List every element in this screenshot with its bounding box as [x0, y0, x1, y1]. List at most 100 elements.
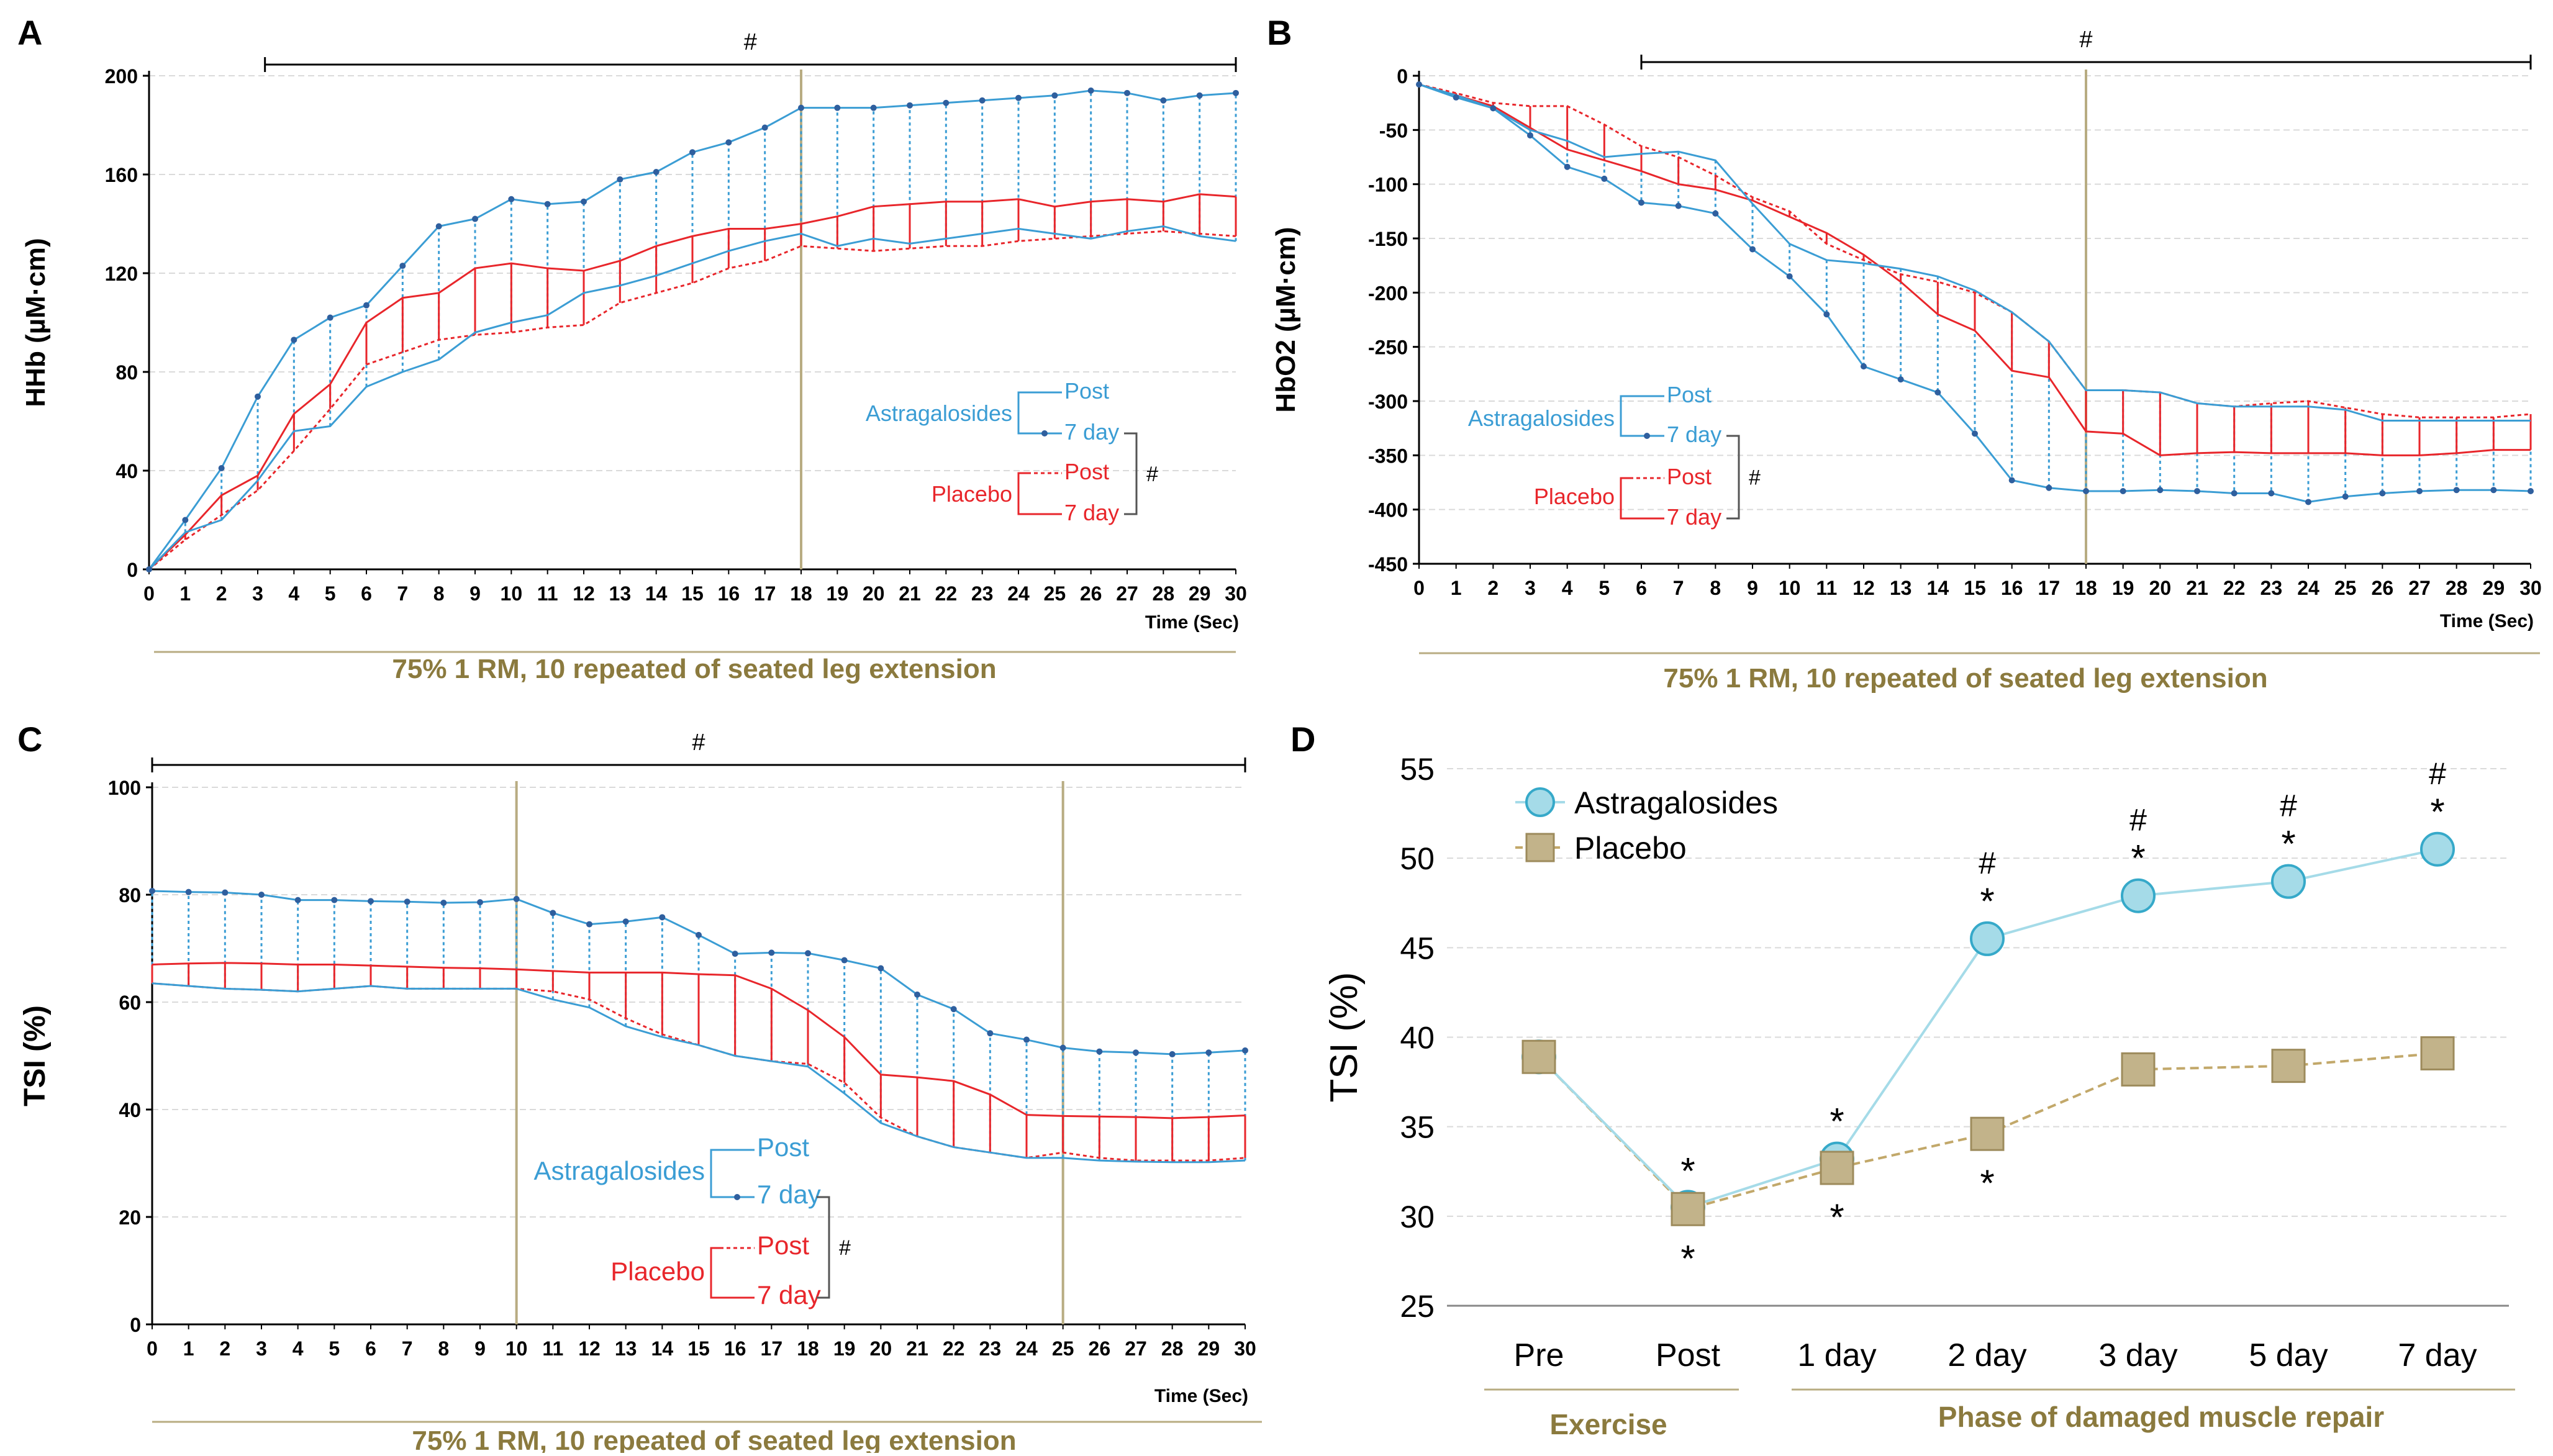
series-placebo-7day — [1418, 83, 2531, 456]
legend-astra-7day-label: 7 day — [1667, 422, 1721, 447]
legend-comparison-hash: # — [1749, 466, 1761, 490]
y-tick-label: 45 — [1400, 931, 1435, 965]
legend-placebo-post-label: Post — [1667, 464, 1712, 489]
astra-7day-point — [2490, 487, 2497, 494]
x-tick-label: 30 — [1225, 582, 1247, 605]
x-tick-label: 16 — [2001, 577, 2023, 599]
legend-astra-post-label: Post — [757, 1133, 809, 1162]
astra-7day-point — [877, 965, 884, 972]
y-tick-label: 0 — [130, 1314, 141, 1336]
x-tick-label: 9 — [474, 1337, 486, 1360]
x-tick-label: 21 — [2186, 577, 2208, 599]
x-tick-label: 2 — [219, 1337, 230, 1360]
chart-panel-d: 25 30 35 40 45 50 55 TSI (%) Pre Post 1 day 2 day 3 … — [1323, 752, 2515, 1440]
astra-7day-point — [1205, 1049, 1212, 1056]
y-tick-label: 100 — [108, 777, 141, 799]
x-tick-label: 20 — [2149, 577, 2172, 599]
x-tick-label: 6 — [361, 582, 372, 605]
series-placebo-post — [1418, 83, 2531, 418]
astra-7day-point — [1023, 1036, 1030, 1043]
astra-7day-point — [834, 104, 841, 111]
y-tick-label: 30 — [1400, 1200, 1435, 1234]
x-category-label: 3 day — [2098, 1337, 2177, 1373]
astra-7day-point — [477, 899, 483, 906]
x-tick-label: 27 — [1116, 582, 1138, 605]
x-tick-label: 14 — [1927, 577, 1949, 599]
astra-significance-star: * — [1980, 880, 1994, 922]
panel-label-a: A — [17, 13, 42, 52]
legend-comparison-bracket — [1124, 432, 1138, 515]
x-tick-label: 12 — [1852, 577, 1875, 599]
astra-7day-point — [182, 517, 189, 523]
series-placebo-post — [152, 982, 1246, 1162]
x-tick-label: 29 — [2483, 577, 2505, 599]
x-tick-label: 7 — [402, 1337, 413, 1360]
y-tick-label: -350 — [1368, 445, 1408, 467]
x-tick-label: 14 — [645, 582, 668, 605]
astra-7day-point — [2120, 487, 2126, 494]
astra-7day-point — [1015, 94, 1022, 101]
astra-7day-point — [368, 898, 374, 905]
astra-7day-point — [1823, 311, 1830, 318]
astra-7day-point — [979, 97, 986, 104]
x-tick-label: 15 — [687, 1337, 710, 1360]
legend-placebo-7day-label: 7 day — [1064, 500, 1119, 525]
x-tick-label: 26 — [1080, 582, 1102, 605]
x-tick-label: 29 — [1189, 582, 1211, 605]
astra-7day-point — [2342, 493, 2349, 500]
astra-7day-point — [399, 263, 406, 269]
legend-astra-7day-label: 7 day — [1064, 419, 1119, 445]
x-category-label: 5 day — [2249, 1337, 2328, 1373]
legend-marker-placebo — [1525, 833, 1555, 862]
astra-7day-point — [1242, 1047, 1248, 1054]
astra-7day-point — [327, 314, 333, 321]
series-astra-post — [152, 982, 1246, 1164]
legend-comparison-hash: # — [839, 1236, 851, 1260]
astra-7day-point — [2416, 487, 2423, 494]
legend-comparison-hash: # — [1146, 463, 1158, 486]
legend-placebo-label: Placebo — [1534, 484, 1615, 509]
astra-7day-point — [586, 921, 592, 928]
astra-significance-hash: # — [1979, 846, 1996, 880]
placebo-marker — [2271, 1049, 2306, 1083]
astra-7day-point — [149, 887, 155, 894]
x-tick-label: 20 — [870, 1337, 892, 1360]
x-tick-label: 17 — [2038, 577, 2061, 599]
astra-significance-star: * — [1680, 1150, 1695, 1191]
panel-label-c: C — [17, 720, 42, 759]
x-tick-label: 27 — [1125, 1337, 1147, 1360]
y-axis-label: TSI (%) — [19, 1005, 52, 1106]
placebo-marker — [1970, 1116, 2005, 1151]
x-tick-label: 26 — [2372, 577, 2394, 599]
x-category-label: Post — [1656, 1337, 1721, 1373]
x-tick-label: 18 — [790, 582, 812, 605]
legend-placebo-post-label: Post — [1064, 459, 1109, 484]
legend-astra-post-label: Post — [1064, 378, 1109, 404]
legend-placebo-bracket — [1017, 472, 1027, 515]
y-tick-label: 40 — [119, 1099, 141, 1121]
astra-7day-point — [689, 149, 696, 156]
astra-7day-point — [805, 950, 811, 957]
x-tick-label: 25 — [1052, 1337, 1074, 1360]
y-tick-label: 0 — [127, 559, 138, 581]
y-tick-label: -300 — [1368, 391, 1408, 413]
legend-label-placebo: Placebo — [1574, 831, 1687, 866]
x-tick-label: 20 — [863, 582, 885, 605]
x-tick-label: 17 — [754, 582, 776, 605]
astra-7day-point — [841, 957, 848, 964]
astra-7day-point — [363, 302, 370, 309]
astra-7day-point — [2008, 477, 2015, 484]
legend-astra-label: Astragalosides — [866, 400, 1012, 426]
x-tick-label: 24 — [1015, 1337, 1038, 1360]
astra-marker — [2121, 878, 2156, 913]
x-tick-label: 4 — [288, 582, 299, 605]
legend-astra-bracket — [710, 1149, 720, 1198]
placebo-significance-star: * — [1980, 1162, 1994, 1204]
astra-7day-point — [761, 124, 768, 131]
legend-placebo-bracket — [710, 1247, 720, 1299]
astra-7day-point — [1638, 199, 1644, 206]
astra-significance-star: * — [2281, 823, 2295, 865]
astra-7day-point — [870, 104, 877, 111]
